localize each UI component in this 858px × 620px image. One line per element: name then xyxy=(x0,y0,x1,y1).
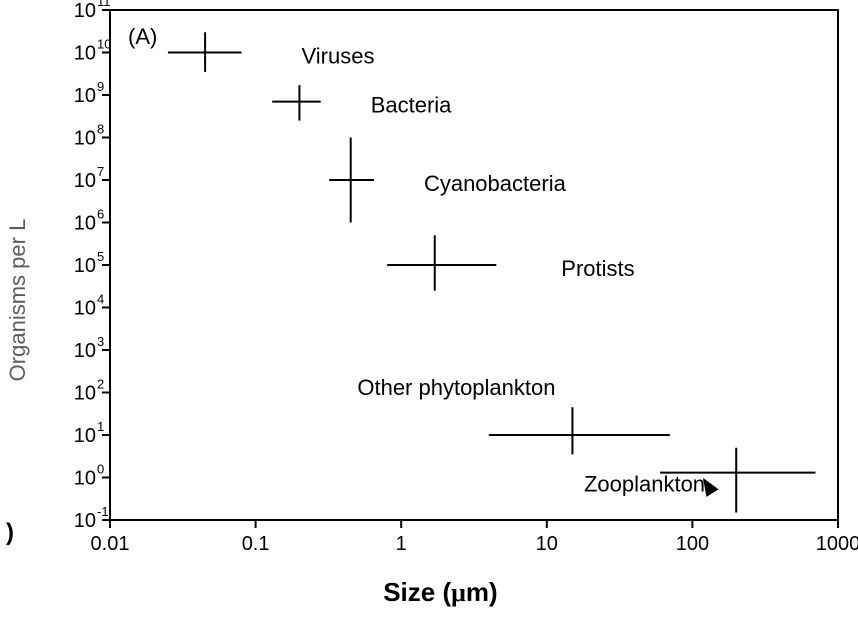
x-tick-label: 100 xyxy=(676,533,709,555)
point-label: Zooplankton xyxy=(584,471,705,496)
svg-text:10: 10 xyxy=(74,0,96,22)
x-axis-label-unit: m) xyxy=(466,577,498,607)
y-axis-label: Organisms per L xyxy=(5,219,31,382)
svg-text:10: 10 xyxy=(74,85,96,107)
point-label: Viruses xyxy=(301,44,374,69)
y-tick-label: 105 xyxy=(74,249,104,277)
y-tick-label: 1010 xyxy=(74,37,112,65)
data-point-other-phytoplankton: Other phytoplankton xyxy=(357,375,669,454)
y-tick-label: 106 xyxy=(74,207,104,235)
y-tick-label-exp: 3 xyxy=(97,334,104,349)
point-label: Cyanobacteria xyxy=(424,171,567,196)
point-label: Protists xyxy=(561,256,634,281)
x-tick-label: 1 xyxy=(396,533,407,555)
y-tick-label: 108 xyxy=(74,122,104,150)
y-tick-label-exp: 8 xyxy=(97,122,104,137)
y-tick-label: 103 xyxy=(74,334,104,362)
y-tick-label: 10-1 xyxy=(74,504,109,532)
x-tick-label: 1000 xyxy=(816,533,858,555)
y-tick-label-exp: 5 xyxy=(97,249,104,264)
data-point-protists: Protists xyxy=(387,235,635,290)
y-tick-label-exp: 4 xyxy=(97,292,104,307)
y-tick-label: 104 xyxy=(74,292,104,320)
x-axis-label-text: Size ( xyxy=(383,577,451,607)
y-tick-label-exp: -1 xyxy=(97,504,109,519)
svg-text:10: 10 xyxy=(74,43,96,65)
y-tick-label-exp: 2 xyxy=(97,377,104,392)
plot-svg: 0.010.1110100100010-11001011021031041051… xyxy=(0,0,858,620)
y-tick-label-exp: 9 xyxy=(97,79,104,94)
margin-glyph: ) xyxy=(6,519,14,546)
point-label: Bacteria xyxy=(371,93,452,118)
svg-text:10: 10 xyxy=(74,425,96,447)
data-point-cyanobacteria: Cyanobacteria xyxy=(329,138,566,223)
y-tick-label: 107 xyxy=(74,164,104,192)
svg-text:10: 10 xyxy=(74,255,96,277)
data-point-viruses: Viruses xyxy=(168,32,375,72)
y-tick-label-exp: 10 xyxy=(97,37,111,52)
svg-text:10: 10 xyxy=(74,383,96,405)
y-tick-label: 101 xyxy=(74,419,104,447)
chart-container: Organisms per L Size (μm) 0.010.11101001… xyxy=(0,0,858,620)
svg-text:10: 10 xyxy=(74,340,96,362)
y-tick-label-exp: 0 xyxy=(97,462,104,477)
y-tick-label-exp: 11 xyxy=(97,0,111,9)
mu-symbol: μ xyxy=(451,578,466,607)
data-point-zooplankton: Zooplankton xyxy=(584,448,815,513)
y-tick-label-exp: 7 xyxy=(97,164,104,179)
y-tick-label-exp: 6 xyxy=(97,207,104,222)
x-axis-label: Size (μm) xyxy=(383,577,497,608)
x-tick-label: 0.1 xyxy=(242,533,270,555)
point-label: Other phytoplankton xyxy=(357,375,555,400)
y-tick-label-exp: 1 xyxy=(97,419,104,434)
y-tick-label: 102 xyxy=(74,377,104,405)
svg-text:10: 10 xyxy=(74,213,96,235)
svg-text:10: 10 xyxy=(74,128,96,150)
svg-text:10: 10 xyxy=(74,468,96,490)
x-tick-label: 10 xyxy=(536,533,558,555)
panel-label: (A) xyxy=(128,24,157,49)
y-tick-label: 109 xyxy=(74,79,104,107)
y-tick-label: 100 xyxy=(74,462,104,490)
data-point-bacteria: Bacteria xyxy=(272,85,452,120)
svg-text:10: 10 xyxy=(74,510,96,532)
x-tick-label: 0.01 xyxy=(91,533,130,555)
svg-text:10: 10 xyxy=(74,298,96,320)
svg-text:10: 10 xyxy=(74,170,96,192)
